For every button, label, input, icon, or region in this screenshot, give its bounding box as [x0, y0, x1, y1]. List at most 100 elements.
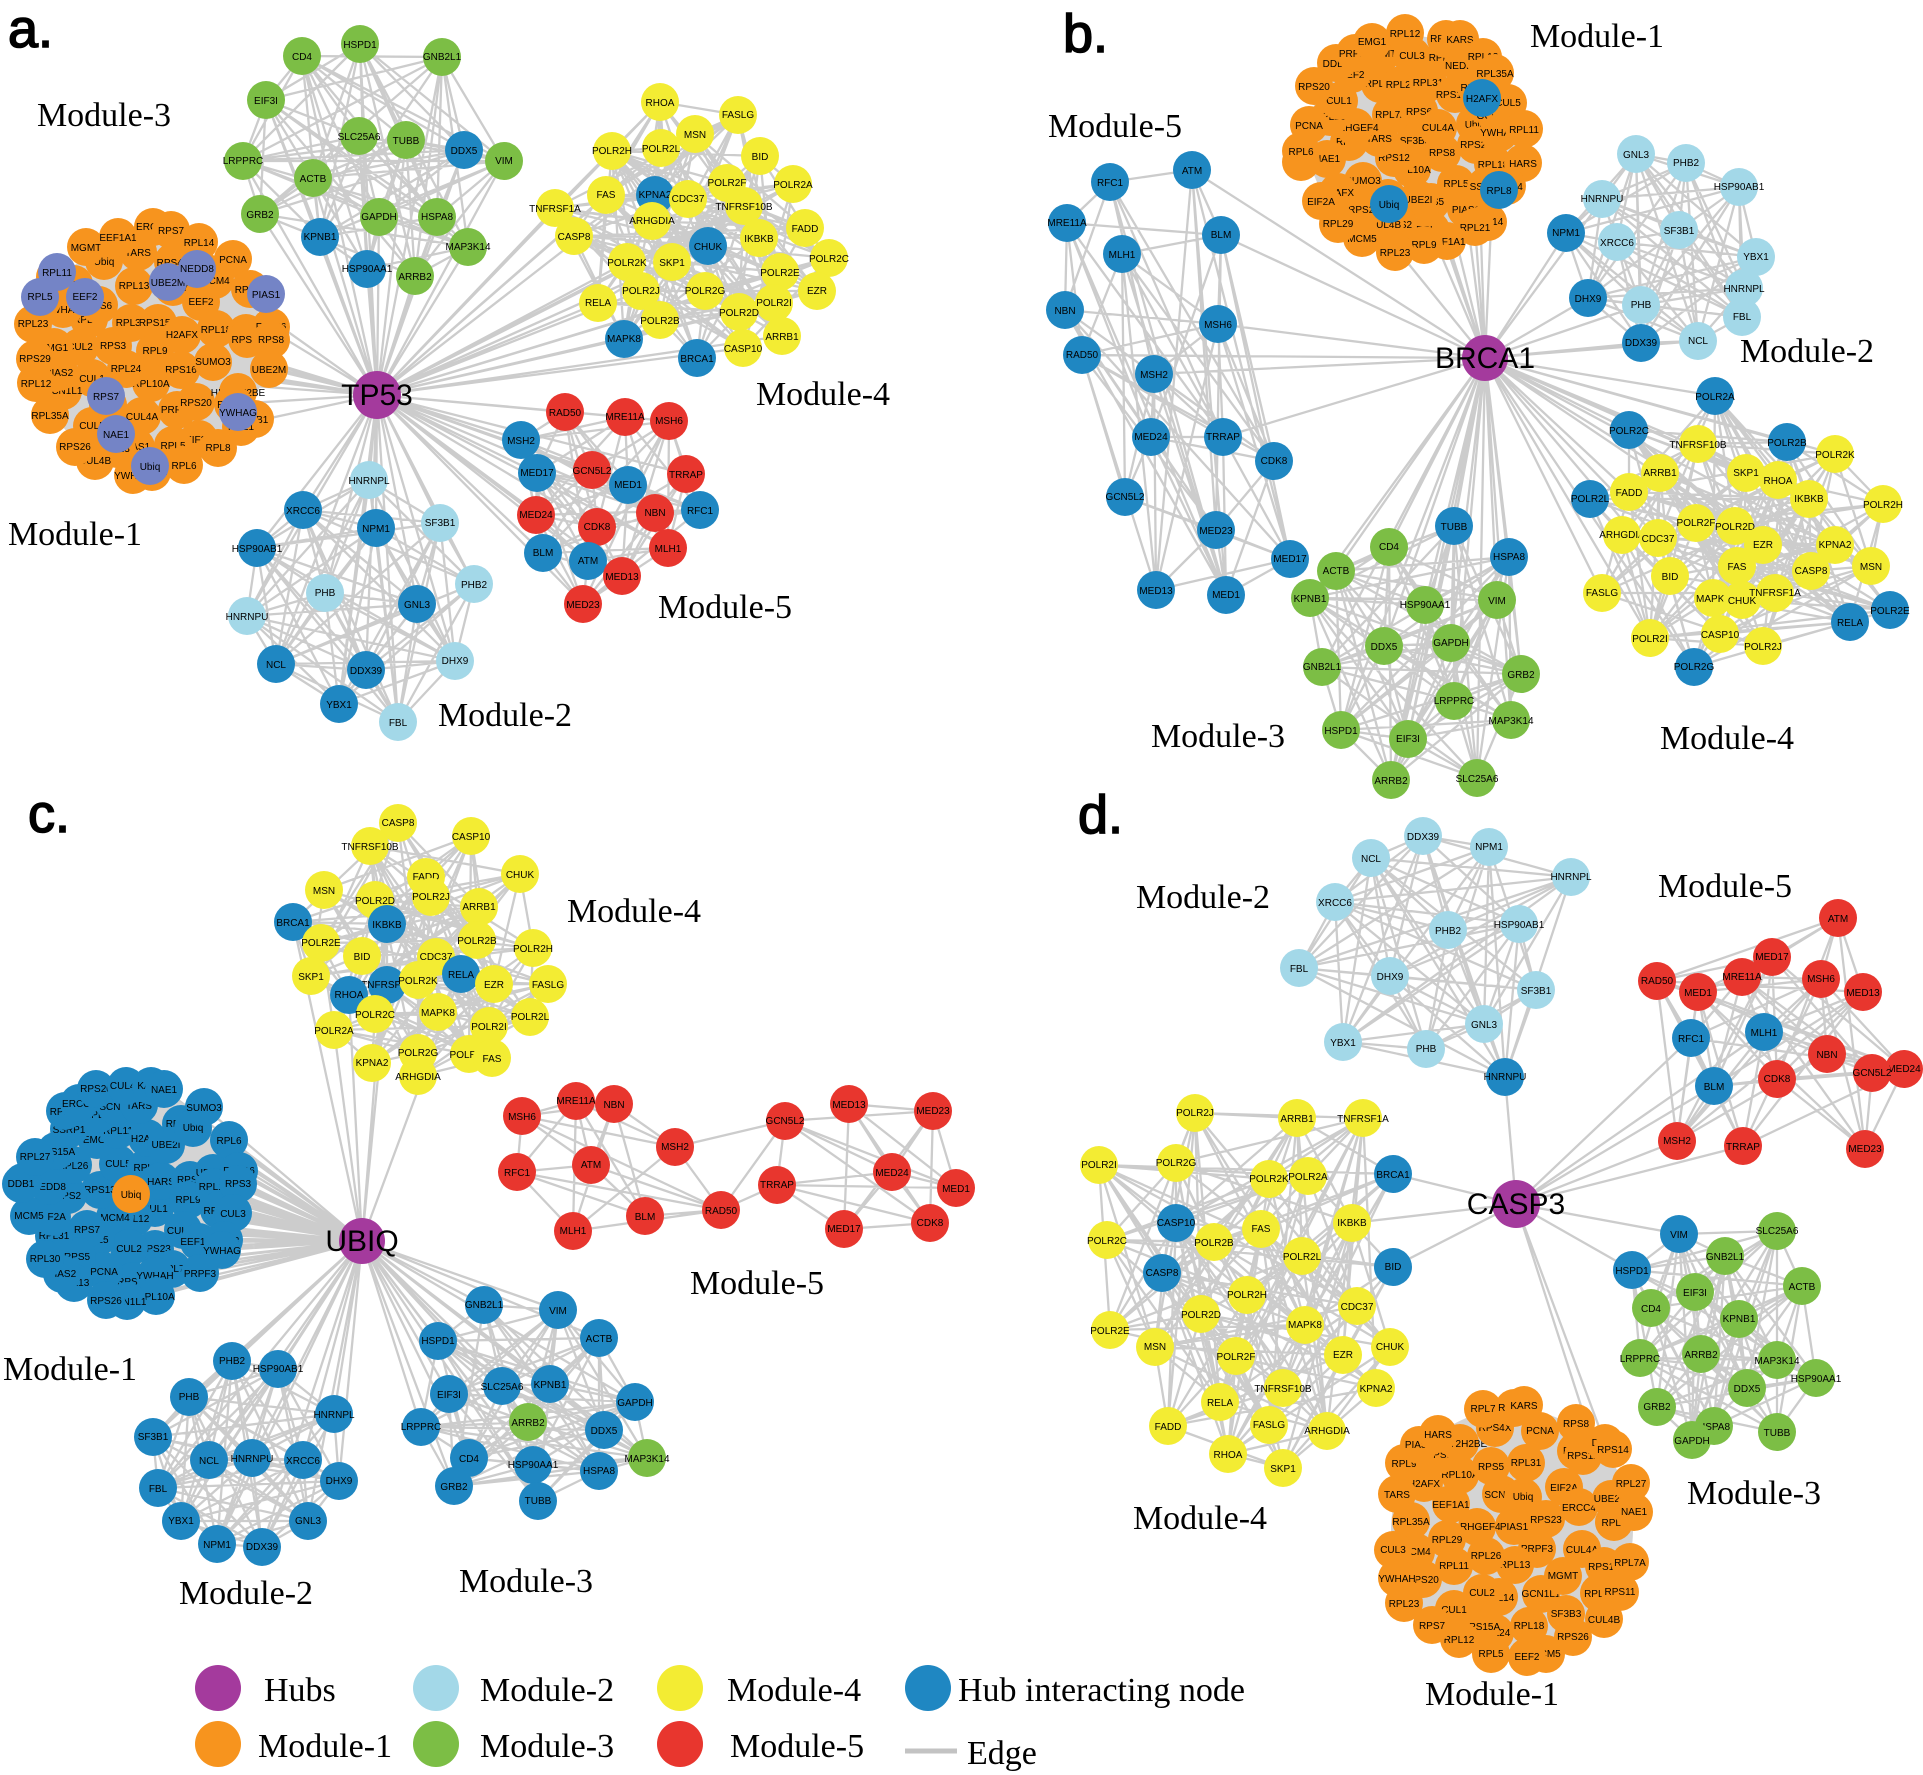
svg-text:POLR2F: POLR2F: [450, 1050, 489, 1061]
svg-text:RPS3: RPS3: [225, 1179, 252, 1190]
svg-text:RPL12: RPL12: [1444, 1635, 1475, 1646]
svg-text:SSRP1: SSRP1: [53, 1125, 86, 1136]
svg-text:RHOA: RHOA: [646, 98, 675, 109]
svg-text:RPS5: RPS5: [64, 1252, 91, 1263]
svg-text:GNL3: GNL3: [295, 1516, 322, 1527]
svg-text:TUBB: TUBB: [1441, 522, 1468, 533]
svg-text:CUL1: CUL1: [1326, 96, 1352, 107]
svg-text:H2AFX: H2AFX: [1408, 1479, 1441, 1490]
svg-text:DDB1: DDB1: [8, 1179, 35, 1190]
svg-text:POLR2I: POLR2I: [1632, 634, 1668, 645]
svg-text:FASLG: FASLG: [722, 110, 754, 121]
svg-text:RPL35A: RPL35A: [1392, 1517, 1430, 1528]
svg-text:TNFRSF1A: TNFRSF1A: [361, 980, 413, 991]
svg-text:EEF2: EEF2: [1514, 1652, 1539, 1663]
svg-text:HNRNPL: HNRNPL: [348, 476, 390, 487]
svg-text:ACTB: ACTB: [586, 1334, 613, 1345]
svg-text:RPL6: RPL6: [216, 1136, 241, 1147]
svg-text:RPL12: RPL12: [119, 1214, 150, 1225]
svg-text:GCN5L2: GCN5L2: [1853, 1068, 1892, 1079]
svg-text:SUMO3: SUMO3: [186, 1103, 222, 1114]
svg-text:MRE11A: MRE11A: [605, 412, 645, 423]
svg-text:GCN1L1: GCN1L1: [1522, 1589, 1561, 1600]
svg-text:Module-5: Module-5: [730, 1728, 864, 1765]
svg-text:EMG1: EMG1: [40, 343, 69, 354]
svg-text:BID: BID: [354, 952, 371, 963]
svg-text:POLR2C: POLR2C: [1609, 426, 1649, 437]
svg-text:DDX5: DDX5: [1734, 1384, 1761, 1395]
svg-text:RPL35A: RPL35A: [1476, 69, 1514, 80]
svg-text:RPS13: RPS13: [84, 1185, 116, 1196]
svg-text:ARHGEF4: ARHGEF4: [1453, 1522, 1501, 1533]
svg-text:SCN1A: SCN1A: [1484, 1490, 1518, 1501]
svg-text:Module-4: Module-4: [756, 376, 890, 413]
svg-text:Edge: Edge: [967, 1735, 1037, 1772]
svg-text:RPL7A: RPL7A: [1614, 1558, 1646, 1569]
svg-text:RPL8: RPL8: [205, 443, 230, 454]
svg-text:HARS: HARS: [1424, 1430, 1452, 1441]
svg-text:RPL13: RPL13: [119, 281, 150, 292]
svg-text:HSP90AA1: HSP90AA1: [1791, 1374, 1842, 1385]
svg-text:ARRB2: ARRB2: [1374, 776, 1408, 787]
svg-text:KARS: KARS: [1510, 1401, 1538, 1412]
svg-text:HNRNPU: HNRNPU: [1484, 1072, 1527, 1083]
svg-text:RPL18: RPL18: [199, 1182, 230, 1193]
svg-text:HNRNPU: HNRNPU: [231, 1454, 274, 1465]
svg-text:TARS: TARS: [1384, 1490, 1410, 1501]
svg-text:MLH1: MLH1: [1751, 1028, 1778, 1039]
svg-text:SF3B1: SF3B1: [425, 518, 456, 529]
svg-text:Module-3: Module-3: [1151, 718, 1285, 755]
svg-text:CUL2: CUL2: [1469, 1588, 1495, 1599]
svg-text:PHB: PHB: [1416, 1044, 1437, 1055]
svg-text:SKP1: SKP1: [298, 972, 324, 983]
svg-text:CUL1: CUL1: [1441, 1605, 1467, 1616]
svg-text:ARRB1: ARRB1: [1280, 1114, 1314, 1125]
svg-text:SUMO3: SUMO3: [195, 357, 231, 368]
svg-text:MGMT: MGMT: [1548, 1571, 1579, 1582]
svg-text:RHOA: RHOA: [1764, 476, 1793, 487]
svg-text:POLR2L: POLR2L: [1571, 494, 1610, 505]
svg-text:BRCA1: BRCA1: [1376, 1170, 1410, 1181]
svg-text:PIAS1: PIAS1: [1500, 1522, 1529, 1533]
svg-text:MED23: MED23: [1848, 1144, 1882, 1155]
svg-text:FADD: FADD: [1155, 1422, 1182, 1433]
svg-text:MCM5: MCM5: [14, 1211, 44, 1222]
svg-text:ACTB: ACTB: [1789, 1282, 1816, 1293]
svg-text:TP53: TP53: [341, 379, 413, 412]
svg-text:GCN5L2: GCN5L2: [573, 466, 612, 477]
svg-text:RPL27: RPL27: [20, 1152, 51, 1163]
svg-text:RPS5: RPS5: [1478, 1462, 1505, 1473]
svg-text:POLR2E: POLR2E: [1870, 606, 1910, 617]
svg-text:VIM: VIM: [1670, 1230, 1688, 1241]
svg-text:SKP1: SKP1: [1270, 1464, 1296, 1475]
svg-text:RPL5: RPL5: [1478, 1649, 1503, 1660]
svg-text:RPL26: RPL26: [1471, 1551, 1502, 1562]
svg-text:CHUK: CHUK: [1728, 596, 1757, 607]
svg-text:RPS8: RPS8: [258, 335, 285, 346]
svg-text:HARS: HARS: [1509, 159, 1537, 170]
svg-text:NPM1: NPM1: [1475, 842, 1503, 853]
svg-text:NBN: NBN: [644, 508, 665, 519]
svg-text:MED24: MED24: [875, 1168, 909, 1179]
svg-text:RHOA: RHOA: [1214, 1450, 1243, 1461]
svg-text:TRRAP: TRRAP: [1206, 432, 1240, 443]
svg-text:MED23: MED23: [1199, 526, 1233, 537]
svg-text:TNFRSF1A: TNFRSF1A: [1337, 1114, 1389, 1125]
svg-text:HSPA8: HSPA8: [421, 212, 453, 223]
svg-text:RFC1: RFC1: [504, 1168, 531, 1179]
svg-text:RPS6: RPS6: [1406, 107, 1433, 118]
svg-text:MSH6: MSH6: [655, 416, 683, 427]
svg-text:MSH6: MSH6: [1204, 320, 1232, 331]
svg-text:a.: a.: [8, 0, 53, 59]
svg-text:PIAS2: PIAS2: [45, 368, 74, 379]
svg-text:POLR2H: POLR2H: [592, 146, 632, 157]
svg-text:H2AFX: H2AFX: [166, 330, 199, 341]
svg-text:TNFRSF1A: TNFRSF1A: [1749, 588, 1801, 599]
svg-text:GAPDH: GAPDH: [1674, 1436, 1710, 1447]
svg-text:MSH2: MSH2: [1663, 1136, 1691, 1147]
svg-text:POLR2L: POLR2L: [642, 144, 681, 155]
svg-text:SLC25A6: SLC25A6: [338, 132, 381, 143]
svg-text:POLR2D: POLR2D: [719, 308, 759, 319]
svg-text:EIF3I: EIF3I: [254, 96, 278, 107]
svg-text:MSN: MSN: [1144, 1342, 1166, 1353]
